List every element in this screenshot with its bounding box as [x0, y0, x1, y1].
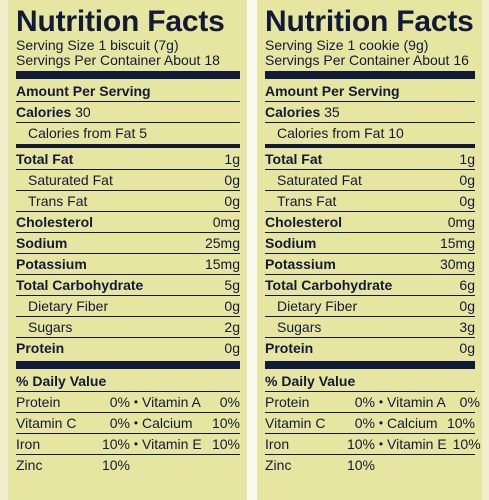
nutrient-row-dietary-fiber: Dietary Fiber 0g [28, 298, 240, 314]
label-title: Nutrition Facts [265, 5, 474, 38]
daily-value-header: % Daily Value [265, 373, 356, 389]
serving-size: Serving Size 1 biscuit (7g) [16, 37, 179, 53]
nutrient-row-sugars: Sugars 3g [277, 319, 475, 335]
rule [265, 274, 475, 275]
rule [16, 391, 240, 392]
rule [16, 454, 240, 455]
rule [16, 253, 240, 254]
vitamin-row: Vitamin C 0% • Calcium 10% [265, 415, 475, 431]
nutrient-row-potassium: Potassium 15mg [16, 256, 240, 272]
panel-divider [247, 0, 257, 500]
calories-from-fat-row: Calories from Fat 5 [28, 125, 148, 141]
rule [16, 316, 240, 317]
vitamin-row: Zinc 10% [16, 457, 130, 473]
nutrient-row-cholesterol: Cholesterol 0mg [16, 214, 240, 230]
amount-per-serving: Amount Per Serving [265, 83, 400, 99]
servings-per-container: Servings Per Container About 18 [16, 52, 220, 68]
nutrient-row-saturated-fat: Saturated Fat 0g [28, 172, 240, 188]
rule [16, 232, 240, 233]
rule [16, 101, 240, 102]
nutrient-row-total-carbohydrate: Total Carbohydrate 6g [265, 277, 475, 293]
rule [265, 122, 475, 123]
vitamin-row: Protein 0% • Vitamin A 0% [16, 394, 240, 410]
rule [16, 169, 240, 170]
rule [16, 412, 240, 413]
nutrient-row-trans-fat: Trans Fat 0g [277, 193, 475, 209]
thick-rule [265, 71, 475, 79]
rule [16, 211, 240, 212]
nutrient-row-sodium: Sodium 25mg [16, 235, 240, 251]
servings-per-container: Servings Per Container About 16 [265, 52, 469, 68]
nutrient-row-cholesterol: Cholesterol 0mg [265, 214, 475, 230]
rule [265, 433, 475, 434]
rule [265, 169, 475, 170]
rule [265, 337, 475, 338]
rule [265, 211, 475, 212]
nutrient-row-total-fat: Total Fat 1g [16, 151, 240, 167]
amount-per-serving: Amount Per Serving [16, 83, 151, 99]
thick-rule [16, 361, 240, 369]
vitamin-row: Vitamin C 0% • Calcium 10% [16, 415, 240, 431]
rule [16, 122, 240, 123]
rule [265, 391, 475, 392]
nutrition-label-biscuit: Nutrition Facts Serving Size 1 biscuit (… [8, 0, 247, 500]
nutrient-row-total-carbohydrate: Total Carbohydrate 5g [16, 277, 240, 293]
vitamin-row: Iron 10% • Vitamin E 10% [16, 436, 240, 452]
vitamin-row: Zinc 10% [265, 457, 375, 473]
nutrient-row-dietary-fiber: Dietary Fiber 0g [277, 298, 475, 314]
rule [16, 190, 240, 191]
nutrient-row-sodium: Sodium 15mg [265, 235, 475, 251]
rule [265, 232, 475, 233]
rule [265, 454, 475, 455]
serving-size: Serving Size 1 cookie (9g) [265, 37, 429, 53]
rule [265, 316, 475, 317]
nutrient-row-protein: Protein 0g [16, 340, 240, 356]
medium-rule [16, 144, 240, 148]
nutrient-row-total-fat: Total Fat 1g [265, 151, 475, 167]
nutrient-row-trans-fat: Trans Fat 0g [28, 193, 240, 209]
thick-rule [265, 361, 475, 369]
rule [16, 433, 240, 434]
label-title: Nutrition Facts [16, 5, 225, 38]
nutrition-label-cookie: Nutrition Facts Serving Size 1 cookie (9… [257, 0, 482, 500]
nutrient-row-protein: Protein 0g [265, 340, 475, 356]
medium-rule [265, 144, 475, 148]
rule [265, 295, 475, 296]
rule [16, 274, 240, 275]
rule [265, 412, 475, 413]
thick-rule [16, 71, 240, 79]
daily-value-header: % Daily Value [16, 373, 107, 389]
vitamin-row: Protein 0% • Vitamin A 0% [265, 394, 480, 410]
nutrient-row-saturated-fat: Saturated Fat 0g [277, 172, 475, 188]
calories-from-fat-row: Calories from Fat 10 [277, 125, 404, 141]
vitamin-row: Iron 10% • Vitamin E 10% [265, 436, 481, 452]
nutrient-row-potassium: Potassium 30mg [265, 256, 475, 272]
rule [265, 253, 475, 254]
rule [16, 295, 240, 296]
calories-row: Calories 30 [16, 104, 91, 120]
rule [265, 101, 475, 102]
rule [16, 337, 240, 338]
calories-row: Calories 35 [265, 104, 340, 120]
nutrient-row-sugars: Sugars 2g [28, 319, 240, 335]
rule [265, 190, 475, 191]
